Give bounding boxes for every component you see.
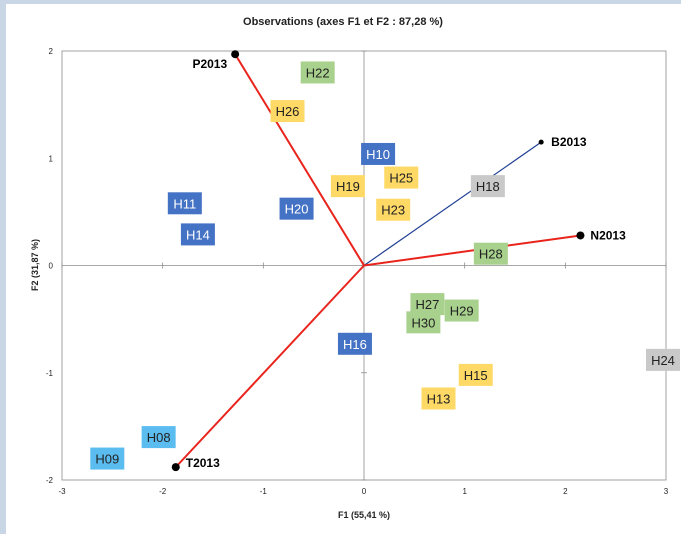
observation-box xyxy=(444,299,479,322)
x-tick-label: -1 xyxy=(260,487,268,496)
observation-box xyxy=(473,242,508,265)
observation-label: H24 xyxy=(651,353,675,368)
observation-label: H15 xyxy=(464,368,488,383)
vector-endpoint xyxy=(576,231,585,240)
observation-label: H28 xyxy=(479,247,503,262)
observation-box xyxy=(376,198,411,221)
y-tick-label: 0 xyxy=(49,262,54,271)
axis-ticks: -3 -2 -1 0 1 2 3 -2 -1 0 1 2 xyxy=(46,47,669,496)
observation-box xyxy=(646,348,680,371)
y-tick-label: 1 xyxy=(49,154,54,163)
observation-label: H11 xyxy=(173,196,196,211)
x-tick-label: 2 xyxy=(563,487,568,496)
vector-line xyxy=(234,53,365,267)
vector-endpoint xyxy=(538,139,544,145)
observation-label: H10 xyxy=(366,147,390,162)
vector-line xyxy=(363,234,581,267)
observation-box xyxy=(180,223,215,246)
x-tick-label: -3 xyxy=(58,487,66,496)
observation-box xyxy=(330,175,365,198)
x-axis-label: F1 (55,41 %) xyxy=(338,510,390,520)
chart-title: Observations (axes F1 et F2 : 87,28 %) xyxy=(243,16,443,28)
observation-box xyxy=(458,363,493,386)
variable-vectors: P2013 B2013 N2013 T2013 xyxy=(171,50,626,472)
observation-box xyxy=(279,197,314,220)
observation-label: H22 xyxy=(306,65,330,80)
x-tick-label: 1 xyxy=(462,487,467,496)
observation-label: H19 xyxy=(336,179,360,194)
observation-box xyxy=(421,387,456,410)
observation-label: H09 xyxy=(95,452,119,467)
observation-box xyxy=(167,192,202,215)
observation-label: H20 xyxy=(285,202,309,217)
vector-line xyxy=(175,264,365,468)
observation-points: H22 H26 H10 H19 H25 H18 H11 H20 H23 H14 H28 H27 H29 H… xyxy=(90,61,680,470)
observation-label: H26 xyxy=(276,104,300,119)
y-tick-label: 2 xyxy=(49,47,54,56)
observation-label: H25 xyxy=(389,171,413,186)
observation-label: H08 xyxy=(147,430,171,445)
observation-label: H27 xyxy=(415,297,439,312)
observation-box xyxy=(90,447,125,470)
observation-label: H23 xyxy=(381,203,405,218)
observation-box xyxy=(300,61,335,84)
y-tick-label: -2 xyxy=(46,476,54,485)
observation-label: H30 xyxy=(411,315,435,330)
observation-box xyxy=(410,293,445,316)
vector-label: T2013 xyxy=(186,456,220,470)
y-tick-label: -1 xyxy=(46,369,54,378)
observation-box xyxy=(141,426,176,449)
observation-label: H14 xyxy=(186,227,210,242)
x-tick-label: 0 xyxy=(362,487,367,496)
observation-box xyxy=(337,332,372,355)
vector-endpoint xyxy=(171,463,180,472)
observation-box xyxy=(270,100,305,123)
vector-endpoint xyxy=(231,50,240,59)
y-axis-label: F2 (31,87 %) xyxy=(30,239,40,291)
observation-box xyxy=(406,311,441,334)
observation-box xyxy=(470,175,505,198)
observation-label: H29 xyxy=(450,304,474,319)
x-tick-label: 3 xyxy=(664,487,669,496)
vector-label: P2013 xyxy=(192,57,227,71)
observation-label: H18 xyxy=(476,179,500,194)
observation-box xyxy=(384,166,419,189)
vector-label: N2013 xyxy=(590,228,626,242)
observation-label: H16 xyxy=(343,337,367,352)
vector-line xyxy=(363,141,542,266)
x-tick-label: -2 xyxy=(159,487,167,496)
observation-label: H13 xyxy=(427,391,451,406)
vector-label: B2013 xyxy=(551,135,587,149)
observation-box xyxy=(361,142,396,165)
